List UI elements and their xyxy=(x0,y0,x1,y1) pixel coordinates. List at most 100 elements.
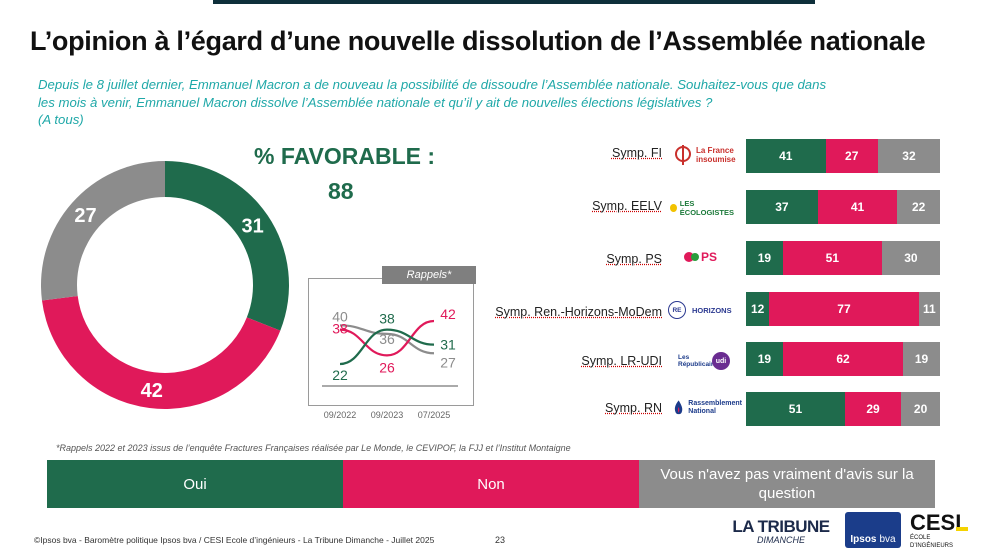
bar-segment-oui: 19 xyxy=(746,241,783,275)
eelv-logo-text: LES ÉCOLOGISTES xyxy=(679,199,734,217)
rose-icon xyxy=(684,252,694,262)
footnote: *Rappels 2022 et 2023 issus de l’enquête… xyxy=(56,443,571,453)
bar-segment-oui: 51 xyxy=(746,392,845,426)
leaf-icon xyxy=(691,253,699,261)
trend-point-label-non: 42 xyxy=(440,306,456,322)
trend-x-label: 09/2022 xyxy=(324,410,357,420)
question-line-2: les mois à venir, Emmanuel Macron dissol… xyxy=(38,94,713,110)
bar-segment-nsp: 30 xyxy=(881,241,940,275)
page-title: L’opinion à l’égard d’une nouvelle disso… xyxy=(30,26,926,56)
ps-logo-text: PS xyxy=(701,249,718,264)
survey-question: Depuis le 8 juillet dernier, Emmanuel Ma… xyxy=(38,76,878,129)
donut-label-non: 42 xyxy=(141,380,163,402)
bar-segment-nsp: 11 xyxy=(918,292,940,326)
trend-point-label-non: 38 xyxy=(332,321,348,337)
cesi-logo: CESI ÉCOLE D’INGÉNIEURS xyxy=(910,512,970,550)
party-label-rn: Symp. RN xyxy=(605,401,662,415)
eelv-logo: LES ÉCOLOGISTES xyxy=(670,194,740,222)
source-note: ©Ipsos bva - Baromètre politique Ipsos b… xyxy=(34,535,435,545)
bar-segment-non: 62 xyxy=(782,342,904,376)
trend-point-label-oui: 38 xyxy=(379,311,395,327)
favorable-value: 88 xyxy=(328,178,354,204)
rappels-tag: Rappels* xyxy=(382,266,476,284)
party-bar-ren: 12 77 11 xyxy=(746,292,940,326)
lr-logo-text: Les Républicains xyxy=(678,354,719,368)
lfi-logo-line-1: La France xyxy=(696,146,734,155)
trend-line-oui xyxy=(339,328,435,366)
bar-segment-non: 51 xyxy=(782,241,882,275)
party-label-fi: Symp. FI xyxy=(611,146,662,160)
trend-point-label-nsp: 36 xyxy=(379,331,395,347)
party-label-ps: Symp. PS xyxy=(606,252,662,266)
party-label-eelv: Symp. EELV xyxy=(592,199,662,213)
favorable-label: % FAVORABLE : xyxy=(254,143,436,169)
bar-segment-nsp: 32 xyxy=(877,139,940,173)
renaissance-icon: RE xyxy=(668,301,686,319)
donut-slice-non xyxy=(41,296,281,409)
party-label-lr: Symp. LR-UDI xyxy=(581,354,662,368)
rn-logo: Rassemblement National xyxy=(672,394,742,422)
cesi-text: CESI xyxy=(910,510,962,535)
bar-segment-nsp: 20 xyxy=(901,392,940,426)
trend-point-label-oui: 31 xyxy=(440,337,456,353)
party-label-ren: Symp. Ren.-Horizons-MoDem xyxy=(495,305,662,319)
trend-line-non xyxy=(339,319,435,357)
rn-logo-line-2: National xyxy=(688,408,716,415)
cesi-subtitle: ÉCOLE D’INGÉNIEURS xyxy=(910,535,954,549)
rn-logo-line-1: Rassemblement xyxy=(688,400,742,407)
bva-text: bva xyxy=(879,534,896,545)
party-bar-rn: 51 29 20 xyxy=(746,392,940,426)
bar-segment-non: 77 xyxy=(769,292,919,326)
phi-icon xyxy=(675,145,691,165)
lfi-logo: La France insoumise xyxy=(674,141,744,169)
ren-horizons-logo: RE HORIZONS xyxy=(668,296,738,324)
bar-segment-non: 41 xyxy=(817,190,898,224)
cesi-yellow-bar xyxy=(956,527,968,531)
bar-segment-nsp: 19 xyxy=(903,342,940,376)
page-number: 23 xyxy=(495,535,506,545)
legend-oui: Oui xyxy=(47,460,343,508)
party-bar-ps: 19 51 30 xyxy=(746,241,940,275)
tribune-sub: DIMANCHE xyxy=(756,535,805,545)
trend-point-label-nsp: 40 xyxy=(332,308,348,324)
bar-segment-oui: 41 xyxy=(746,139,826,173)
donut-chart: 31 42 27 xyxy=(40,161,289,409)
trend-point-label-oui: 22 xyxy=(332,367,348,383)
horizons-text: HORIZONS xyxy=(692,305,732,315)
rappels-trend-chart: 09/2022 09/2023 07/2025 40 36 27 38 26 42 22 38 31 xyxy=(322,306,458,420)
donut-label-oui: 31 xyxy=(242,215,264,237)
lr-udi-logo: Les Républicains udi xyxy=(678,347,748,375)
ipsos-bva-logo: Ipsos bva xyxy=(845,512,901,548)
legend: Oui Non Vous n'avez pas vraiment d'avis … xyxy=(47,460,935,508)
legend-nsp: Vous n'avez pas vraiment d'avis sur la q… xyxy=(639,460,935,508)
donut-slice-nsp xyxy=(40,161,165,301)
party-bar-eelv: 37 41 22 xyxy=(746,190,940,224)
trend-point-label-nsp: 27 xyxy=(440,354,456,370)
trend-x-label: 09/2023 xyxy=(371,410,404,420)
bar-segment-oui: 37 xyxy=(746,190,818,224)
lfi-logo-line-2: insoumise xyxy=(696,155,736,164)
la-tribune-logo: LA TRIBUNE DIMANCHE xyxy=(727,518,835,545)
trend-x-label: 07/2025 xyxy=(418,410,451,420)
question-line-3: (A tous) xyxy=(38,112,84,127)
udi-icon: udi xyxy=(712,352,730,370)
party-bar-fi: 41 27 32 xyxy=(746,139,940,173)
bar-segment-nsp: 22 xyxy=(897,190,940,224)
rappels-box xyxy=(308,278,474,406)
question-line-1: Depuis le 8 juillet dernier, Emmanuel Ma… xyxy=(38,77,827,92)
bar-segment-non: 27 xyxy=(825,139,878,173)
donut-label-nsp: 27 xyxy=(74,205,96,227)
flame-icon xyxy=(674,400,683,415)
ps-logo: PS xyxy=(684,243,754,271)
top-accent-bar xyxy=(213,0,815,4)
bar-segment-oui: 19 xyxy=(746,342,783,376)
trend-point-label-non: 26 xyxy=(379,359,395,375)
party-bar-lr: 19 62 19 xyxy=(746,342,940,376)
bar-segment-non: 29 xyxy=(844,392,902,426)
bar-segment-oui: 12 xyxy=(746,292,770,326)
trend-line-nsp xyxy=(339,324,435,355)
donut-slice-oui xyxy=(165,161,289,331)
sun-icon xyxy=(670,204,677,212)
tribune-name: LA TRIBUNE xyxy=(732,517,830,536)
ipsos-text: Ipsos xyxy=(850,534,877,545)
